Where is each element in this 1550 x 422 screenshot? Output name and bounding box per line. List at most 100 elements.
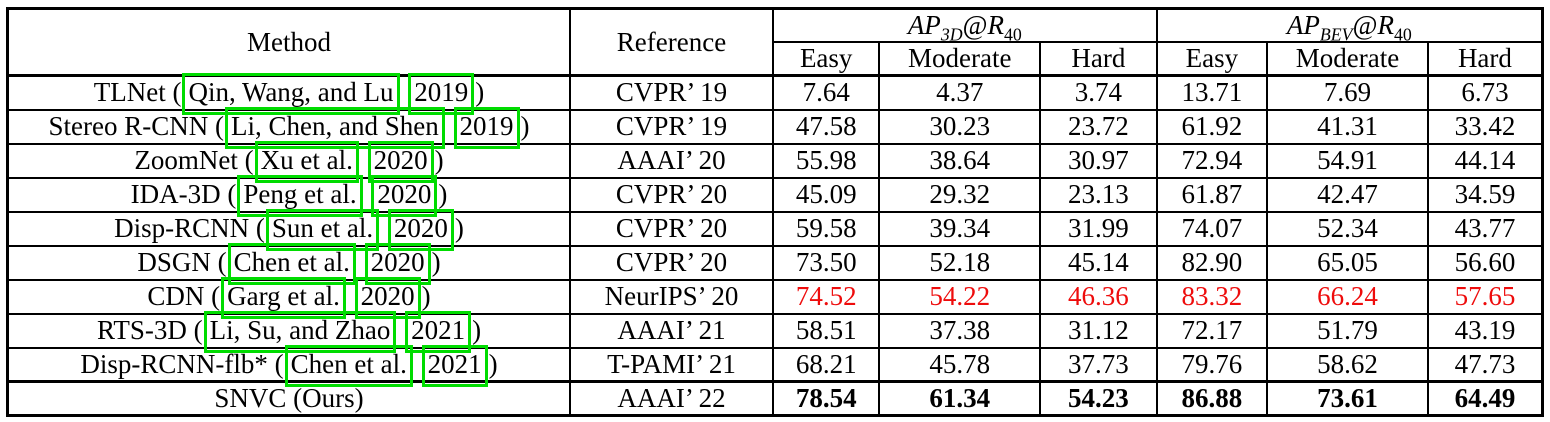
citation-link-authors[interactable]: Qin, Wang, and Lu — [182, 73, 400, 116]
apbev-subscript: BEV — [1319, 24, 1353, 45]
reference-cell: AAAI’ 21 — [569, 312, 774, 349]
reference-cell: CVPR’ 20 — [569, 176, 774, 213]
apbev-moderate-value: 66.24 — [1266, 278, 1429, 315]
header-group-row: Method Reference AP3D@R40 APBEV@R40 — [6, 7, 1544, 77]
ap3d-hard-value: 45.14 — [1039, 244, 1158, 281]
ap3d-symbol: AP — [907, 10, 941, 40]
benchmark-results-table: Method Reference AP3D@R40 APBEV@R40 Easy… — [6, 7, 1544, 417]
citation-link-year[interactable]: 2021 — [405, 311, 472, 353]
method-name: Disp-RCNN-flb* ( — [80, 348, 284, 379]
method-suffix: ) — [454, 213, 464, 243]
citation-link-year[interactable]: 2019 — [408, 73, 475, 116]
apbev-hard-value: 57.65 — [1426, 278, 1544, 315]
method-cell: Disp-RCNN-flb* (Chen et al. 2021) — [6, 344, 572, 387]
table-row-dsgn: DSGN (Chen et al. 2020) CVPR’ 20 73.50 5… — [6, 243, 1544, 285]
apbev-easy-value: 13.71 — [1155, 74, 1269, 111]
ap3d-easy-value: 59.58 — [771, 210, 881, 247]
method-name: CDN ( — [147, 281, 221, 311]
apbev-easy-value: 86.88 — [1155, 380, 1269, 417]
ap3d-easy-value: 58.51 — [771, 312, 881, 349]
citation-link-authors[interactable]: Chen et al. — [227, 243, 356, 285]
method-cell: RTS-3D (Li, Su, and Zhao 2021) — [6, 311, 572, 353]
table-row-tlnet: TLNet (Qin, Wang, and Lu 2019) CVPR’ 19 … — [6, 73, 1544, 116]
table-row-rts-3d: RTS-3D (Li, Su, and Zhao 2021) AAAI’ 21 … — [6, 311, 1544, 353]
header-sub-row: Easy Moderate Hard Easy Moderate Hard — [8, 41, 1544, 77]
ap3d-hard-value: 46.36 — [1039, 278, 1158, 315]
reference-cell: CVPR’ 20 — [569, 244, 774, 281]
column-header-moderate-3d: Moderate — [878, 41, 1042, 77]
apbev-hard-value: 56.60 — [1426, 244, 1544, 281]
method-cell: DSGN (Chen et al. 2020) — [6, 243, 572, 285]
method-name: DSGN ( — [137, 247, 227, 277]
r-subscript: 40 — [1003, 24, 1022, 45]
ap3d-easy-value: 45.09 — [771, 176, 881, 213]
ap3d-hard-value: 31.99 — [1039, 210, 1158, 247]
ap3d-easy-value: 7.64 — [771, 74, 881, 111]
reference-cell: AAAI’ 22 — [569, 380, 774, 417]
citation-link-authors[interactable]: Sun et al. — [265, 209, 380, 251]
apbev-hard-value: 33.42 — [1426, 108, 1544, 145]
method-cell: Disp-RCNN (Sun et al. 2020) — [6, 209, 572, 251]
column-header-reference: Reference — [569, 7, 774, 77]
column-header-method: Method — [6, 7, 572, 77]
ap3d-moderate-value: 38.64 — [878, 142, 1042, 179]
apbev-easy-value: 74.07 — [1155, 210, 1269, 247]
column-header-moderate-bev: Moderate — [1266, 41, 1429, 77]
citation-link-year[interactable]: 2020 — [367, 141, 434, 183]
apbev-symbol: AP — [1286, 10, 1320, 40]
method-name: IDA-3D ( — [130, 179, 237, 209]
reference-cell: AAAI’ 20 — [569, 142, 774, 179]
apbev-moderate-value: 73.61 — [1266, 380, 1429, 417]
citation-link-authors[interactable]: Peng et al. — [237, 175, 363, 217]
citation-link-year[interactable]: 2020 — [371, 175, 438, 217]
table-row-ida-3d: IDA-3D (Peng et al. 2020) CVPR’ 20 45.09… — [6, 175, 1544, 217]
citation-link-authors[interactable]: Xu et al. — [254, 141, 359, 183]
method-name: SNVC (Ours) — [214, 383, 364, 413]
ap3d-easy-value: 68.21 — [771, 346, 881, 383]
method-cell: TLNet (Qin, Wang, and Lu 2019) — [6, 73, 572, 116]
column-group-ap3d: AP3D@R40 — [771, 7, 1158, 45]
apbev-hard-value: 43.19 — [1426, 312, 1544, 349]
column-header-easy-3d: Easy — [771, 41, 881, 77]
citation-link-year[interactable]: 2020 — [364, 243, 431, 285]
reference-cell: CVPR’ 19 — [569, 108, 774, 145]
method-suffix: ) — [472, 315, 482, 345]
citation-link-authors[interactable]: Garg et al. — [221, 277, 346, 319]
apbev-easy-value: 82.90 — [1155, 244, 1269, 281]
citation-link-authors[interactable]: Chen et al. — [284, 344, 413, 387]
apbev-easy-value: 72.17 — [1155, 312, 1269, 349]
ap3d-moderate-value: 4.37 — [878, 74, 1042, 111]
apbev-moderate-value: 51.79 — [1266, 312, 1429, 349]
method-name: RTS-3D ( — [96, 315, 203, 345]
ap3d-easy-value: 73.50 — [771, 244, 881, 281]
apbev-hard-value: 44.14 — [1426, 142, 1544, 179]
method-suffix: ) — [434, 145, 444, 175]
method-suffix: ) — [520, 111, 530, 141]
column-header-hard-bev: Hard — [1426, 41, 1544, 77]
reference-cell: CVPR’ 20 — [569, 210, 774, 247]
citation-link-authors[interactable]: Li, Su, and Zhao — [203, 311, 397, 353]
r-symbol: R — [1377, 10, 1394, 40]
apbev-moderate-value: 54.91 — [1266, 142, 1429, 179]
column-header-easy-bev: Easy — [1155, 41, 1269, 77]
method-name: Stereo R-CNN ( — [48, 111, 225, 141]
ap3d-easy-value: 55.98 — [771, 142, 881, 179]
method-cell: SNVC (Ours) — [6, 380, 572, 417]
citation-link-year[interactable]: 2020 — [387, 209, 454, 251]
citation-link-year[interactable]: 2021 — [421, 344, 488, 387]
ap3d-moderate-value: 45.78 — [878, 346, 1042, 383]
column-header-hard-3d: Hard — [1039, 41, 1158, 77]
citation-link-year[interactable]: 2020 — [354, 277, 421, 319]
apbev-easy-value: 61.87 — [1155, 176, 1269, 213]
citation-link-authors[interactable]: Li, Chen, and Shen — [225, 107, 445, 149]
citation-link-year[interactable]: 2019 — [453, 107, 520, 149]
ap3d-hard-value: 37.73 — [1039, 346, 1158, 383]
ap3d-moderate-value: 37.38 — [878, 312, 1042, 349]
table-row-snvc-ours: SNVC (Ours) AAAI’ 22 78.54 61.34 54.23 8… — [6, 380, 1544, 417]
apbev-moderate-value: 58.62 — [1266, 346, 1429, 383]
ap3d-hard-value: 23.72 — [1039, 108, 1158, 145]
ap3d-easy-value: 78.54 — [771, 380, 881, 417]
method-name: Disp-RCNN ( — [114, 213, 265, 243]
table-row-zoomnet: ZoomNet (Xu et al. 2020) AAAI’ 20 55.98 … — [6, 141, 1544, 183]
